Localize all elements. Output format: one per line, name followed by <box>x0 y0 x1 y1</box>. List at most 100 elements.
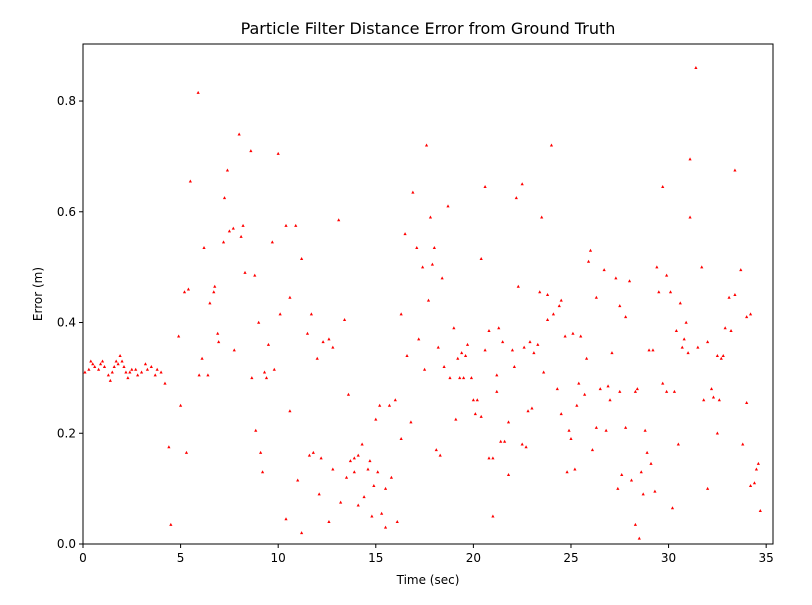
point <box>145 367 150 371</box>
point <box>483 185 487 189</box>
point <box>417 337 421 341</box>
x-tick-label: 0 <box>79 551 87 565</box>
point <box>100 359 105 363</box>
point <box>317 492 321 496</box>
point <box>473 412 477 416</box>
point <box>153 373 157 377</box>
point <box>682 337 686 341</box>
point <box>584 356 589 360</box>
point <box>557 304 561 308</box>
point <box>465 342 470 346</box>
x-tick-label: 10 <box>271 551 286 565</box>
point <box>676 442 680 446</box>
point <box>516 284 520 288</box>
point <box>387 403 392 407</box>
point <box>356 503 360 507</box>
point <box>538 290 542 294</box>
point <box>83 370 87 374</box>
x-tick-label: 25 <box>563 551 578 565</box>
point <box>665 273 669 277</box>
point <box>590 448 595 452</box>
point <box>598 387 602 391</box>
point <box>674 329 678 333</box>
point <box>637 536 641 540</box>
point <box>610 351 614 355</box>
point <box>532 351 536 355</box>
point <box>270 240 274 244</box>
point <box>208 301 212 305</box>
point <box>627 279 632 283</box>
point <box>409 420 413 424</box>
point <box>91 362 95 366</box>
point <box>651 348 655 352</box>
point <box>434 448 438 452</box>
point <box>514 196 518 200</box>
point <box>415 245 419 249</box>
point <box>110 370 114 374</box>
x-axis-label: Time (sec) <box>396 573 460 587</box>
point <box>393 398 397 402</box>
point <box>696 345 700 349</box>
point <box>284 517 288 521</box>
point <box>567 428 571 432</box>
point <box>678 301 682 305</box>
point <box>327 337 331 341</box>
point <box>139 370 144 374</box>
point <box>503 439 507 443</box>
point <box>126 376 130 380</box>
point <box>577 381 581 385</box>
point <box>711 395 716 399</box>
point <box>452 326 456 330</box>
point <box>700 265 704 269</box>
point <box>715 353 719 357</box>
point <box>573 467 577 471</box>
point <box>618 304 622 308</box>
point <box>739 268 743 272</box>
point <box>372 484 376 488</box>
point <box>155 367 159 371</box>
point <box>463 353 468 357</box>
point <box>583 392 587 396</box>
point <box>130 367 134 371</box>
point <box>754 467 759 471</box>
point <box>108 378 112 382</box>
point <box>536 342 540 346</box>
point <box>594 295 598 299</box>
point <box>118 353 122 357</box>
point <box>383 525 388 529</box>
point <box>512 365 516 369</box>
point <box>530 406 534 410</box>
point <box>661 185 665 189</box>
point <box>748 484 753 488</box>
point <box>752 481 757 485</box>
point <box>688 157 692 161</box>
point <box>475 398 479 402</box>
point <box>702 398 706 402</box>
point <box>296 478 300 482</box>
point <box>745 401 749 405</box>
point <box>346 392 351 396</box>
point <box>259 450 263 454</box>
plot-frame <box>82 43 774 545</box>
point <box>315 356 319 360</box>
point <box>520 182 524 186</box>
point <box>643 428 647 432</box>
point <box>237 132 241 136</box>
point <box>188 179 192 183</box>
point <box>232 348 236 352</box>
point <box>177 334 181 338</box>
point <box>758 508 762 512</box>
point <box>241 223 245 227</box>
point <box>249 149 253 153</box>
point <box>262 370 267 374</box>
point <box>182 290 187 294</box>
point <box>688 215 692 219</box>
x-tick-label: 5 <box>177 551 185 565</box>
point <box>428 215 433 219</box>
point <box>499 439 503 443</box>
point <box>469 376 474 380</box>
point <box>300 257 304 261</box>
point <box>624 315 628 319</box>
point <box>522 345 526 349</box>
